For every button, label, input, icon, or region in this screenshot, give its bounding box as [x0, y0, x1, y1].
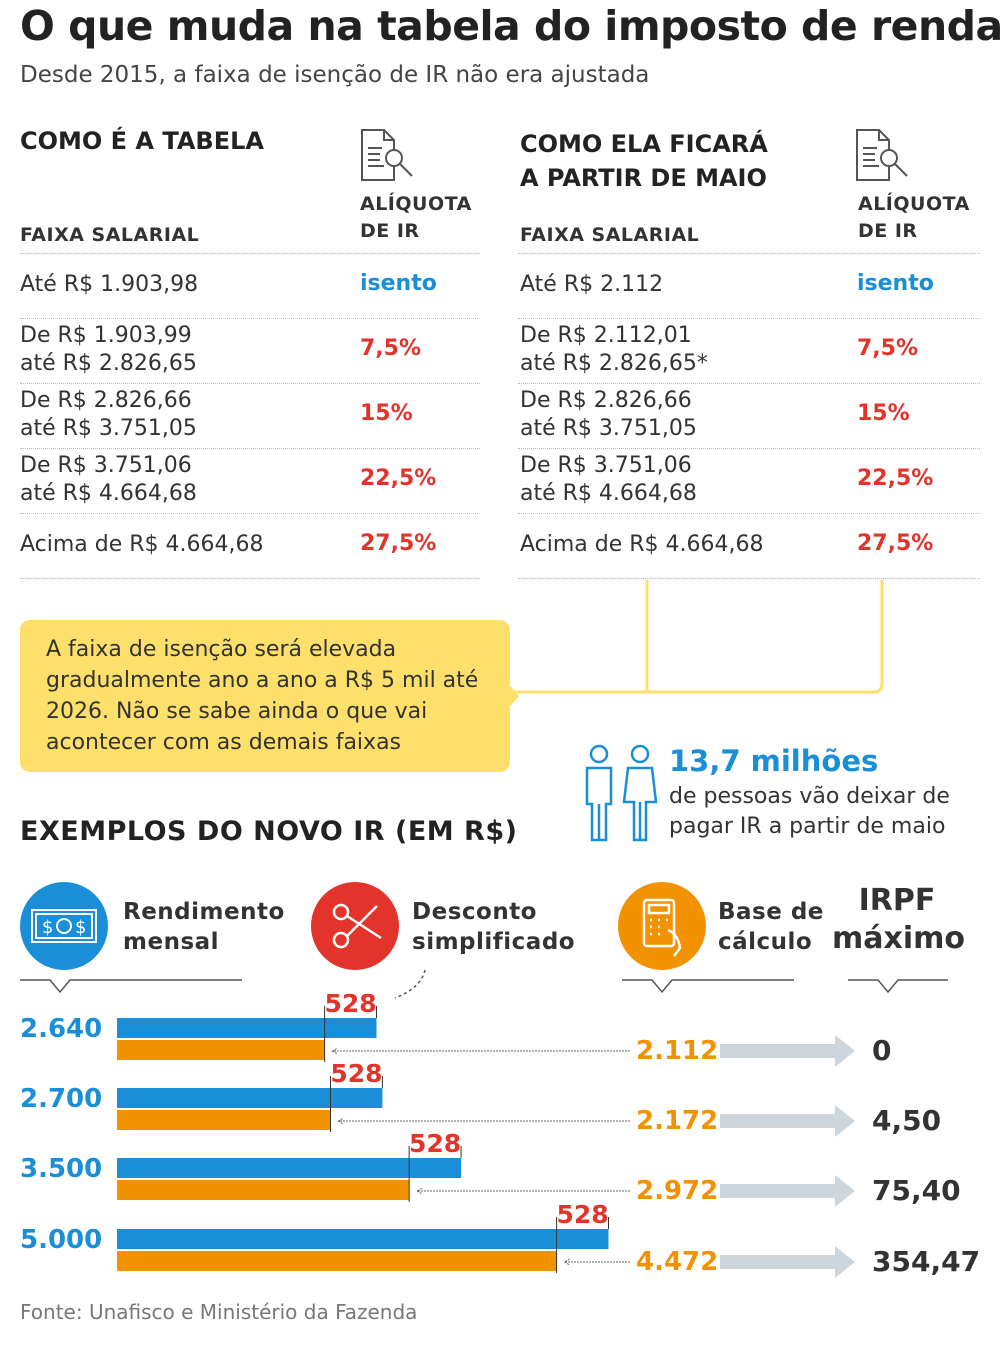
row-divider [20, 318, 480, 319]
tax-rate: 27,5% [360, 531, 437, 556]
current-range-header: FAIXA SALARIAL [20, 224, 200, 246]
base-label: 2.972 [636, 1176, 718, 1206]
document-search-icon [855, 128, 913, 188]
row-divider [20, 253, 480, 254]
salary-range: De R$ 2.826,66 até R$ 3.751,05 [520, 388, 697, 441]
base-bar [117, 1251, 557, 1271]
examples-heading: EXEMPLOS DO NOVO IR (EM R$) [20, 816, 518, 847]
legend-base: Base de cálculo [718, 899, 824, 955]
tax-rate: isento [360, 271, 437, 296]
salary-range: De R$ 1.903,99 até R$ 2.826,65 [20, 323, 197, 376]
people-text: de pessoas vão deixar de pagar IR a parti… [669, 784, 950, 839]
arrow-icon [720, 1246, 855, 1278]
base-bar [117, 1040, 325, 1060]
income-bar [117, 1229, 609, 1249]
discount-label: 528 [556, 1200, 608, 1229]
page-title: O que muda na tabela do imposto de renda [20, 2, 1000, 50]
salary-range: De R$ 3.751,06 até R$ 4.664,68 [520, 453, 697, 506]
income-label: 5.000 [20, 1225, 102, 1255]
row-divider [518, 318, 980, 319]
discount-label: 528 [409, 1129, 461, 1158]
salary-range: De R$ 2.826,66 até R$ 3.751,05 [20, 388, 197, 441]
salary-range: De R$ 3.751,06 até R$ 4.664,68 [20, 453, 197, 506]
source: Fonte: Unafisco e Ministério da Fazenda [20, 1300, 418, 1324]
current-rate-header: ALÍQUOTA DE IR [360, 193, 472, 242]
note-box: A faixa de isenção será elevada gradualm… [20, 620, 510, 772]
arrow-icon [720, 1035, 855, 1067]
discount-label: 528 [330, 1059, 382, 1088]
tax-rate: 7,5% [360, 336, 422, 361]
row-divider [518, 513, 980, 514]
tax-rate: 15% [360, 401, 413, 426]
legend-dividers [20, 970, 948, 999]
arrow-icon [720, 1105, 855, 1137]
salary-range: De R$ 2.112,01 até R$ 2.826,65* [520, 323, 708, 376]
scissors-icon [311, 882, 399, 970]
base-bar [117, 1180, 410, 1200]
discount-label: 528 [324, 989, 376, 1018]
salary-range: Acima de R$ 4.664,68 [520, 532, 764, 557]
row-divider [20, 383, 480, 384]
svg-text:$: $ [42, 917, 53, 938]
irpf-label: 4,50 [872, 1104, 941, 1137]
pointer-arrow [330, 1047, 630, 1055]
row-divider [518, 383, 980, 384]
tax-rate: 7,5% [857, 336, 919, 361]
tax-rate: 15% [857, 401, 910, 426]
tax-rate: 22,5% [360, 466, 437, 491]
base-label: 4.472 [636, 1247, 718, 1277]
row-divider [518, 253, 980, 254]
income-bar [117, 1088, 383, 1108]
money-icon: $ $ [20, 882, 108, 970]
salary-range: Até R$ 2.112 [520, 272, 664, 297]
row-divider [20, 448, 480, 449]
document-search-icon [360, 128, 418, 188]
tax-rate: isento [857, 271, 934, 296]
legend-irpf: IRPF máximo [832, 883, 966, 956]
current-table-heading: COMO É A TABELA [20, 127, 264, 155]
income-label: 2.640 [20, 1014, 102, 1044]
row-divider [20, 578, 480, 579]
new-table-heading: COMO ELA FICARÁ A PARTIR DE MAIO [520, 130, 768, 192]
row-divider [518, 448, 980, 449]
people-count: 13,7 milhões [669, 744, 879, 778]
new-rate-header: ALÍQUOTA DE IR [858, 193, 970, 242]
tax-rate: 22,5% [857, 466, 934, 491]
irpf-label: 354,47 [872, 1245, 980, 1278]
bar-chart: 2.640 528 2.112 0 2.700 528 2.172 4,50 3.500 528 2… [20, 989, 980, 1278]
income-bar [117, 1158, 462, 1178]
svg-text:$: $ [75, 917, 86, 938]
people-icon [580, 744, 660, 848]
pointer-arrow [415, 1187, 630, 1195]
base-label: 2.172 [636, 1106, 718, 1136]
income-label: 3.500 [20, 1154, 102, 1184]
salary-range: Até R$ 1.903,98 [20, 272, 199, 297]
new-range-header: FAIXA SALARIAL [520, 224, 700, 246]
pointer-arrow [562, 1258, 630, 1266]
pointer-arrow [336, 1117, 630, 1125]
irpf-label: 0 [872, 1034, 891, 1067]
salary-range: Acima de R$ 4.664,68 [20, 532, 264, 557]
income-label: 2.700 [20, 1084, 102, 1114]
subtitle: Desde 2015, a faixa de isenção de IR não… [20, 62, 650, 88]
base-bar [117, 1110, 331, 1130]
base-label: 2.112 [636, 1036, 718, 1066]
income-bar [117, 1018, 377, 1038]
row-divider [518, 578, 980, 579]
legend-income: Rendimento mensal [123, 899, 285, 955]
legend-discount: Desconto simplificado [412, 899, 576, 955]
calculator-icon [618, 882, 706, 970]
irpf-label: 75,40 [872, 1174, 961, 1207]
connector-lines [512, 580, 884, 694]
arrow-icon [720, 1175, 855, 1207]
row-divider [20, 513, 480, 514]
tax-rate: 27,5% [857, 531, 934, 556]
note-pointer [505, 680, 519, 712]
